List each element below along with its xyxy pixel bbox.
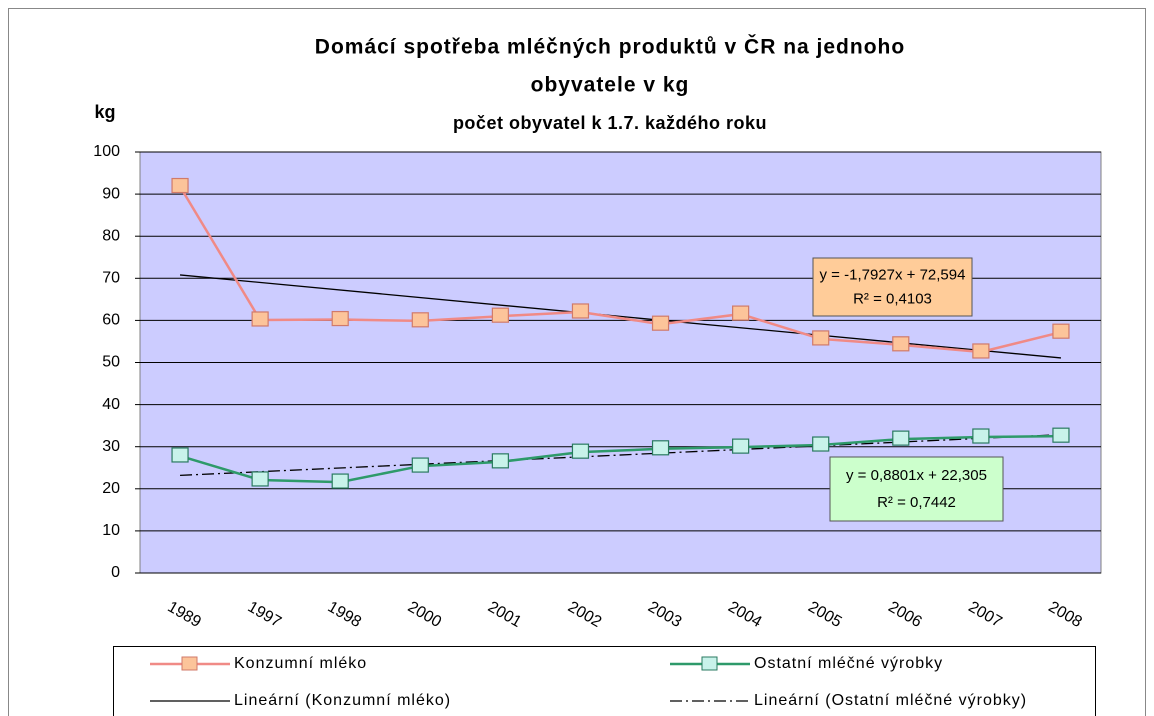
marker — [251, 471, 269, 487]
marker — [812, 330, 830, 346]
chart-title: obyvatele v kg — [531, 74, 690, 97]
y-tick-label: 30 — [102, 438, 120, 455]
series-line — [179, 434, 1061, 484]
r-squared: R² = 0,4103 — [853, 291, 932, 308]
legend — [113, 646, 1096, 716]
legend-label: Lineární (Konzumní mléko) — [234, 692, 451, 709]
y-tick-label: 90 — [102, 185, 120, 202]
marker — [972, 343, 990, 359]
equation: y = -1,7927x + 72,594 — [820, 266, 966, 283]
marker — [732, 438, 750, 454]
marker — [812, 436, 830, 452]
marker — [571, 303, 590, 319]
marker — [1052, 323, 1070, 339]
y-tick-label: 0 — [111, 564, 120, 581]
marker — [732, 305, 750, 321]
r-squared: R² = 0,7442 — [877, 494, 956, 511]
marker — [892, 336, 910, 352]
series-line — [178, 185, 1062, 354]
y-tick-label: 80 — [102, 227, 120, 244]
y-tick-label: 70 — [102, 270, 120, 287]
legend-label: Lineární (Ostatní mléčné výrobky) — [754, 692, 1027, 709]
marker — [171, 177, 189, 194]
marker — [892, 430, 910, 446]
marker — [251, 311, 269, 327]
marker — [491, 453, 509, 469]
y-axis-label: kg — [94, 102, 115, 122]
equation-box — [812, 257, 973, 317]
marker — [651, 440, 670, 456]
y-tick-label: 100 — [93, 143, 120, 160]
y-tick-label: 20 — [102, 480, 120, 497]
equation: y = 0,8801x + 22,305 — [846, 467, 987, 484]
y-tick-label: 60 — [102, 312, 120, 329]
y-tick-label: 50 — [102, 354, 120, 371]
chart-subtitle: počet obyvatel k 1.7. každého roku — [453, 113, 767, 133]
marker — [171, 447, 189, 463]
marker — [331, 310, 349, 327]
marker — [972, 428, 990, 444]
trendline — [179, 274, 1062, 359]
marker — [411, 312, 429, 328]
marker — [331, 473, 349, 489]
trendline — [180, 433, 1061, 477]
marker — [491, 307, 509, 323]
legend-label: Ostatní mléčné výrobky — [754, 655, 943, 672]
y-tick-label: 40 — [102, 396, 120, 413]
chart-title: Domácí spotřeba mléčných produktů v ČR n… — [315, 35, 905, 59]
equation-box — [829, 456, 1004, 522]
marker — [571, 443, 590, 459]
legend-marker — [181, 656, 198, 671]
marker — [1052, 427, 1070, 443]
legend-label: Konzumní mléko — [234, 655, 367, 672]
legend-marker — [701, 656, 718, 671]
marker — [411, 457, 429, 473]
marker — [651, 315, 670, 331]
y-tick-label: 10 — [102, 522, 120, 539]
